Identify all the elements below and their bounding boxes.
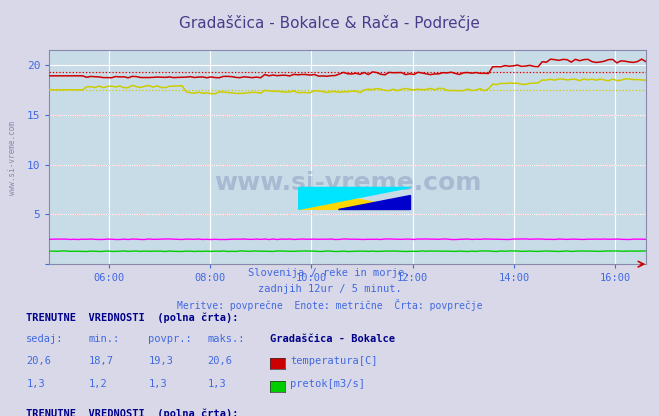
Text: temperatura[C]: temperatura[C] — [290, 356, 378, 366]
Text: 18,7: 18,7 — [89, 356, 114, 366]
Text: 1,3: 1,3 — [148, 379, 167, 389]
Text: 20,6: 20,6 — [208, 356, 233, 366]
Text: sedaj:: sedaj: — [26, 334, 64, 344]
Polygon shape — [299, 188, 410, 209]
Text: min.:: min.: — [89, 334, 120, 344]
Polygon shape — [299, 188, 410, 209]
Text: 1,3: 1,3 — [208, 379, 226, 389]
Text: povpr.:: povpr.: — [148, 334, 192, 344]
Text: 19,3: 19,3 — [148, 356, 173, 366]
Text: zadnjih 12ur / 5 minut.: zadnjih 12ur / 5 minut. — [258, 284, 401, 294]
Text: maks.:: maks.: — [208, 334, 245, 344]
Text: Slovenija / reke in morje.: Slovenija / reke in morje. — [248, 268, 411, 278]
Text: TRENUTNE  VREDNOSTI  (polna črta):: TRENUTNE VREDNOSTI (polna črta): — [26, 313, 239, 323]
Polygon shape — [338, 195, 410, 209]
Text: Gradaščica - Bokalce & Rača - Podrečje: Gradaščica - Bokalce & Rača - Podrečje — [179, 15, 480, 30]
Text: www.si-vreme.com: www.si-vreme.com — [8, 121, 17, 195]
Text: Meritve: povprečne  Enote: metrične  Črta: povprečje: Meritve: povprečne Enote: metrične Črta:… — [177, 299, 482, 311]
Text: 1,3: 1,3 — [26, 379, 45, 389]
Text: www.si-vreme.com: www.si-vreme.com — [214, 171, 481, 195]
Text: TRENUTNE  VREDNOSTI  (polna črta):: TRENUTNE VREDNOSTI (polna črta): — [26, 408, 239, 416]
Text: 20,6: 20,6 — [26, 356, 51, 366]
Text: 1,2: 1,2 — [89, 379, 107, 389]
Text: Gradaščica - Bokalce: Gradaščica - Bokalce — [270, 334, 395, 344]
Text: pretok[m3/s]: pretok[m3/s] — [290, 379, 365, 389]
